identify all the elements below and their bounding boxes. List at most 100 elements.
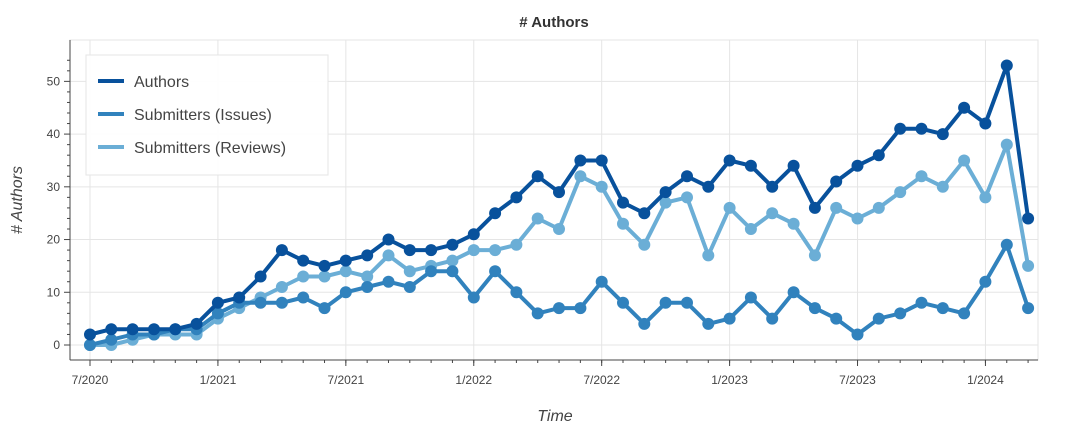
data-point (254, 270, 267, 283)
data-point (595, 180, 608, 193)
data-point (830, 175, 843, 188)
data-point (744, 291, 757, 304)
data-point (467, 228, 480, 241)
data-point (638, 238, 651, 251)
x-tick-label: 7/2023 (839, 373, 876, 387)
data-point (702, 249, 715, 262)
data-point (510, 238, 523, 251)
data-point (361, 249, 374, 262)
data-point (723, 312, 736, 325)
data-point (446, 265, 459, 278)
data-point (723, 201, 736, 214)
data-point (446, 254, 459, 267)
data-point (275, 281, 288, 293)
data-point (894, 186, 907, 199)
data-point (339, 286, 352, 299)
data-point (766, 207, 779, 220)
data-point (659, 196, 672, 209)
data-point (766, 312, 779, 325)
data-point (553, 186, 565, 199)
data-point (808, 302, 821, 315)
data-point (1022, 302, 1035, 315)
y-tick-label: 50 (47, 74, 61, 88)
data-point (553, 223, 565, 235)
data-point (851, 212, 864, 225)
series-line (88, 242, 1031, 347)
data-point (659, 186, 672, 199)
y-tick-label: 0 (53, 338, 60, 352)
data-point (958, 307, 971, 320)
data-point (510, 191, 523, 204)
data-point (318, 270, 331, 283)
data-point (275, 244, 288, 257)
data-point (766, 180, 779, 193)
data-point (233, 291, 246, 304)
data-point (403, 244, 416, 257)
data-point (574, 170, 587, 183)
data-point (84, 328, 96, 341)
data-point (254, 296, 267, 309)
data-point (382, 275, 395, 288)
data-point (787, 159, 800, 172)
data-point (638, 207, 651, 220)
data-point (190, 317, 203, 330)
series-authors (84, 59, 1035, 341)
legend-label: Submitters (Issues) (134, 107, 272, 124)
data-point (489, 244, 502, 257)
data-point (638, 317, 651, 330)
x-tick-label: 7/2022 (583, 373, 620, 387)
data-point (915, 296, 928, 309)
data-point (339, 265, 352, 278)
data-point (617, 296, 629, 309)
data-point (105, 333, 118, 346)
data-point (851, 328, 864, 341)
data-point (361, 281, 374, 293)
data-point (744, 223, 757, 235)
data-point (211, 307, 224, 320)
y-tick-label: 10 (47, 285, 61, 299)
legend-label: Authors (134, 74, 189, 91)
data-point (617, 196, 629, 209)
data-point (1000, 138, 1013, 151)
data-point (979, 117, 992, 130)
data-point (510, 286, 523, 299)
data-point (531, 212, 544, 225)
legend: Authors Submitters (Issues) Submitters (Re… (85, 54, 329, 176)
series-group (84, 59, 1035, 351)
data-point (808, 249, 821, 262)
data-point (595, 275, 608, 288)
data-point (872, 312, 885, 325)
data-point (787, 217, 800, 230)
data-point (915, 170, 928, 183)
legend-box (85, 54, 329, 176)
data-point (105, 323, 118, 336)
data-point (958, 154, 971, 167)
data-point (574, 302, 587, 315)
data-point (915, 122, 928, 135)
data-point (403, 265, 416, 278)
y-axis-label: # Authors (9, 166, 26, 234)
data-point (872, 149, 885, 162)
data-point (617, 217, 629, 230)
data-point (382, 249, 395, 262)
data-point (467, 244, 480, 257)
data-point (467, 291, 480, 304)
data-point (936, 180, 949, 193)
data-point (489, 207, 502, 220)
data-point (425, 244, 438, 257)
x-tick-label: 7/2021 (327, 373, 364, 387)
data-point (1000, 238, 1013, 251)
data-point (297, 254, 310, 267)
data-point (936, 302, 949, 315)
data-point (531, 170, 544, 183)
data-point (744, 159, 757, 172)
data-point (979, 275, 992, 288)
x-tick-label: 1/2021 (200, 373, 237, 387)
data-point (574, 154, 587, 167)
data-point (489, 265, 502, 278)
series-submitters-issues (84, 238, 1035, 351)
data-point (148, 323, 160, 336)
y-tick-label: 30 (47, 180, 61, 194)
data-point (297, 270, 310, 283)
